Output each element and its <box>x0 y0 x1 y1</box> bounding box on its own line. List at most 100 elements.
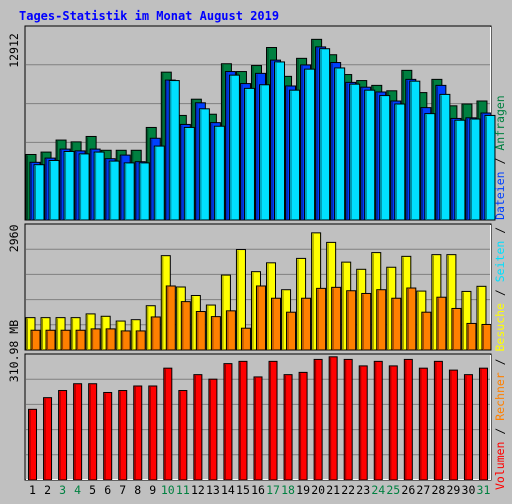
bar-seiten-day-5 <box>93 151 105 221</box>
bar-volumen-day-16 <box>253 376 263 481</box>
bar-volumen-day-25 <box>388 365 398 481</box>
day-label-6: 6 <box>104 483 111 497</box>
day-label-1: 1 <box>29 483 36 497</box>
day-label-21: 21 <box>326 483 340 497</box>
bar-seiten-day-15 <box>243 87 255 221</box>
bar-rechner-day-28 <box>436 296 447 351</box>
day-label-22: 22 <box>341 483 355 497</box>
legend-part: Besuche <box>493 303 507 352</box>
bar-volumen-day-31 <box>478 367 488 481</box>
bar-seiten-day-23 <box>364 89 376 221</box>
bar-rechner-day-13 <box>210 316 221 351</box>
bar-rechner-day-6 <box>105 328 116 351</box>
bar-rechner-day-14 <box>225 310 236 351</box>
bar-rechner-day-26 <box>406 287 417 351</box>
bar-rechner-day-22 <box>346 290 357 351</box>
bar-rechner-day-17 <box>271 297 282 351</box>
bar-seiten-day-25 <box>394 103 406 221</box>
bar-volumen-day-6 <box>103 391 113 481</box>
legend-vertical: Volumen / Rechner / Besuche / Seiten / D… <box>493 95 507 490</box>
day-label-4: 4 <box>74 483 81 497</box>
bar-rechner-day-24 <box>376 289 387 351</box>
bar-rechner-day-10 <box>165 285 176 351</box>
day-label-11: 11 <box>176 483 190 497</box>
day-label-9: 9 <box>149 483 156 497</box>
bar-volumen-day-30 <box>463 374 473 481</box>
bar-seiten-day-8 <box>138 162 150 221</box>
bar-volumen-day-21 <box>328 356 338 481</box>
bar-rechner-day-7 <box>120 330 131 351</box>
bar-seiten-day-26 <box>409 80 421 221</box>
bar-rechner-day-8 <box>135 330 146 351</box>
bar-seiten-day-9 <box>153 145 165 221</box>
bar-seiten-day-7 <box>123 162 135 221</box>
bar-volumen-day-11 <box>178 390 188 481</box>
bar-volumen-day-24 <box>373 360 383 481</box>
bar-seiten-day-4 <box>78 153 90 221</box>
day-label-29: 29 <box>446 483 460 497</box>
day-label-20: 20 <box>311 483 325 497</box>
bar-volumen-day-26 <box>403 358 413 481</box>
bar-rechner-day-23 <box>361 292 372 351</box>
bar-rechner-day-2 <box>45 329 56 351</box>
bar-rechner-day-4 <box>75 329 86 351</box>
bar-seiten-day-27 <box>424 113 436 221</box>
bar-seiten-day-31 <box>484 114 496 221</box>
bar-volumen-day-20 <box>313 358 323 481</box>
day-label-8: 8 <box>134 483 141 497</box>
bar-rechner-day-18 <box>286 311 297 351</box>
day-label-16: 16 <box>251 483 265 497</box>
bar-seiten-day-20 <box>319 48 331 221</box>
bar-seiten-day-21 <box>334 67 346 221</box>
panel-visits: 2960 <box>7 223 492 351</box>
bar-rechner-day-25 <box>391 297 402 351</box>
panel-requests: 12912 <box>7 25 496 221</box>
day-label-31: 31 <box>477 483 491 497</box>
bar-volumen-day-12 <box>193 374 203 481</box>
day-label-25: 25 <box>386 483 400 497</box>
bar-volumen-day-28 <box>433 360 443 481</box>
bar-volumen-day-13 <box>208 378 218 481</box>
day-label-18: 18 <box>281 483 295 497</box>
day-label-7: 7 <box>119 483 126 497</box>
bar-seiten-day-14 <box>228 74 240 221</box>
day-label-24: 24 <box>371 483 385 497</box>
bar-seiten-day-1 <box>33 164 45 221</box>
day-labels: 1 2 3 4 5 6 7 8 9 10 11 12 13 14 15 16 17 18 19 20 21 22 23 24 2… <box>29 483 490 497</box>
bar-seiten-day-2 <box>48 160 60 221</box>
bar-rechner-day-20 <box>316 287 327 351</box>
day-label-30: 30 <box>462 483 476 497</box>
bar-volumen-day-2 <box>43 397 53 481</box>
bar-volumen-day-23 <box>358 365 368 481</box>
bar-volumen-day-27 <box>418 367 428 481</box>
bar-volumen-day-17 <box>268 360 278 481</box>
bar-rechner-day-11 <box>180 301 191 351</box>
bar-seiten-day-29 <box>454 119 466 221</box>
bar-volumen-day-5 <box>88 383 98 481</box>
day-label-5: 5 <box>89 483 96 497</box>
legend-part: Volumen <box>493 442 507 490</box>
bar-seiten-day-6 <box>108 160 120 221</box>
day-label-28: 28 <box>431 483 445 497</box>
bar-seiten-day-22 <box>349 83 361 221</box>
bar-seiten-day-17 <box>274 61 286 221</box>
series-rechner <box>30 285 492 351</box>
bar-rechner-day-16 <box>255 285 266 351</box>
legend-part: / <box>493 282 507 303</box>
day-label-12: 12 <box>191 483 205 497</box>
day-label-19: 19 <box>296 483 310 497</box>
legend-part: / <box>493 220 507 241</box>
bar-seiten-day-12 <box>198 108 210 221</box>
bar-rechner-day-27 <box>421 311 432 351</box>
legend-part: Anfragen <box>493 95 507 150</box>
day-label-10: 10 <box>161 483 175 497</box>
day-label-26: 26 <box>401 483 415 497</box>
bar-rechner-day-12 <box>195 311 206 351</box>
bar-rechner-day-30 <box>466 322 477 351</box>
bar-rechner-day-9 <box>150 316 161 351</box>
bar-volumen-day-22 <box>343 358 353 481</box>
bar-rechner-day-19 <box>301 297 312 351</box>
bar-volumen-day-19 <box>298 371 308 481</box>
